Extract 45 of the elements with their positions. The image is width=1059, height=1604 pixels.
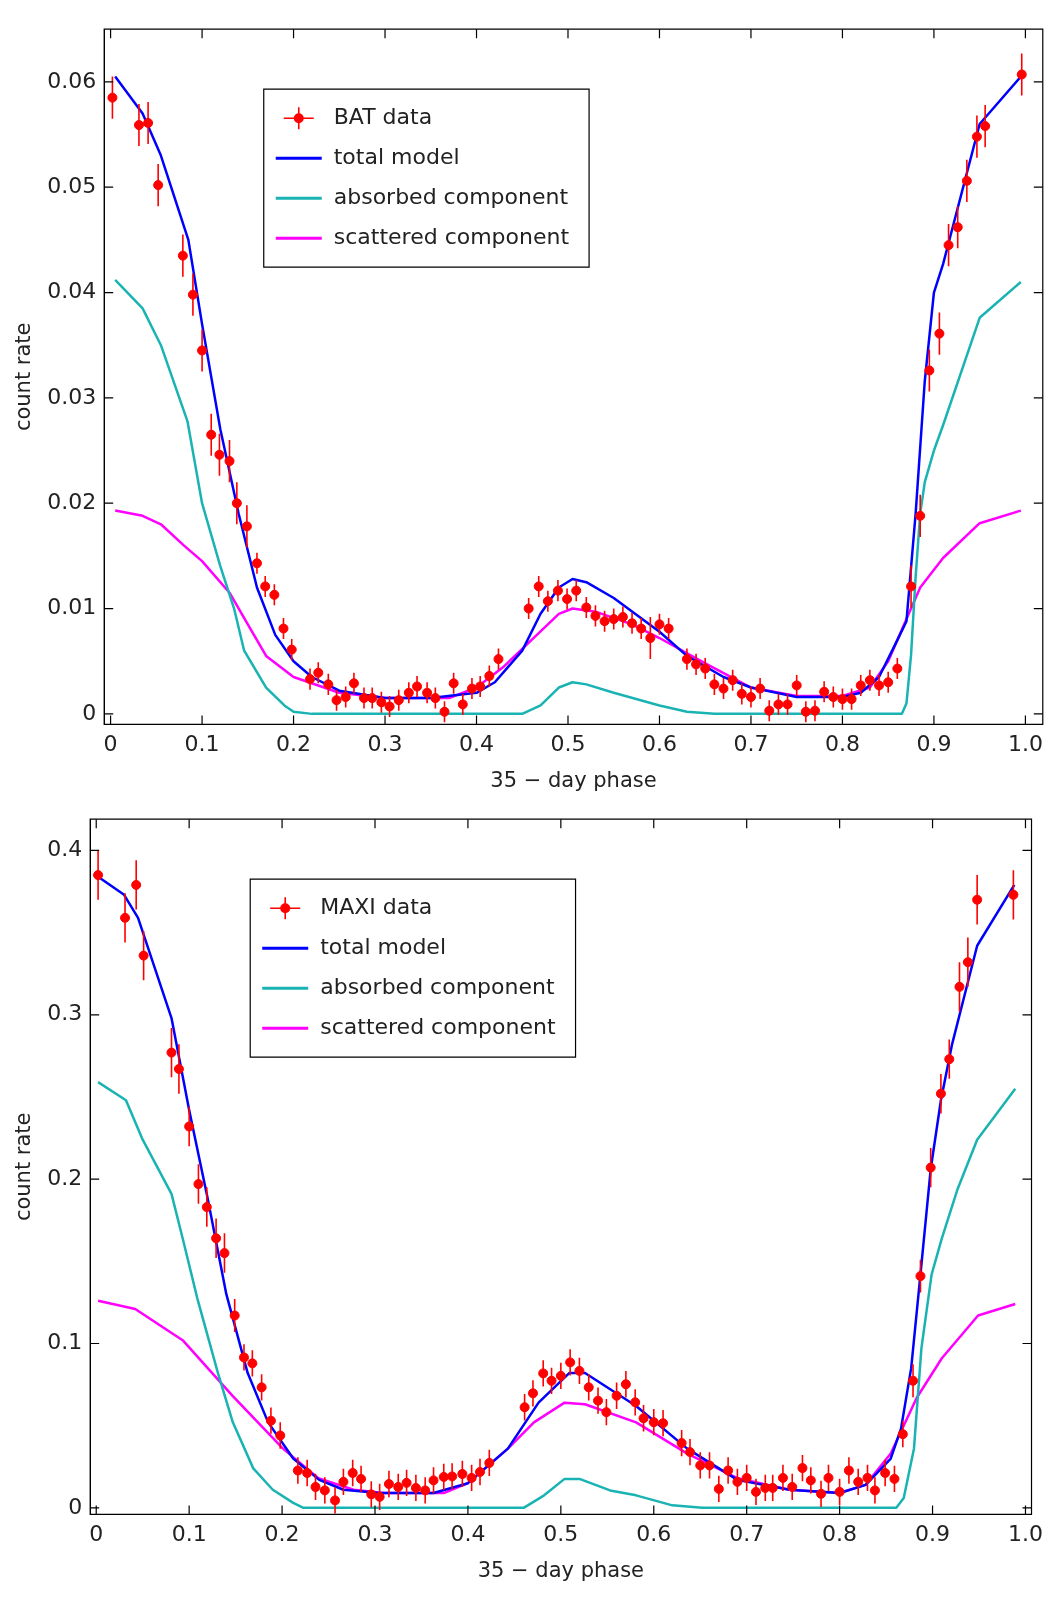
x-tick-label: 1.0 xyxy=(1007,731,1043,757)
x-tick-label: 0.5 xyxy=(550,731,586,757)
y-tick-label: 0.1 xyxy=(47,1329,83,1355)
legend-label: absorbed component xyxy=(320,973,555,999)
x-tick-label: 0.3 xyxy=(357,1521,393,1547)
legend-label: MAXI data xyxy=(320,893,433,919)
legend-label: absorbed component xyxy=(333,183,569,209)
x-axis-title: 35 − day phase xyxy=(490,767,657,792)
y-tick-label: 0.2 xyxy=(47,1164,83,1190)
x-tick-label: 0.9 xyxy=(916,731,952,757)
x-tick-label: 0.3 xyxy=(367,731,403,757)
y-tick-label: 0.4 xyxy=(47,836,83,862)
x-tick-label: 0.4 xyxy=(450,1521,486,1547)
x-tick-label: 0.8 xyxy=(822,1521,858,1547)
x-tick-label: 0.8 xyxy=(824,731,860,757)
x-tick-label: 0.2 xyxy=(276,731,312,757)
x-tick-label: 0.7 xyxy=(733,731,769,757)
x-tick-label: 0.5 xyxy=(543,1521,579,1547)
x-tick-label: 0.6 xyxy=(636,1521,672,1547)
x-tick-label: 0.4 xyxy=(459,731,495,757)
y-axis-title: count rate xyxy=(11,1112,36,1222)
y-tick-label: 0.01 xyxy=(47,594,97,620)
x-tick-label: 0.7 xyxy=(729,1521,765,1547)
y-tick-label: 0.05 xyxy=(47,172,97,198)
y-tick-label: 0.06 xyxy=(47,67,97,93)
y-tick-label: 0 xyxy=(82,699,97,725)
x-tick-label: 0.1 xyxy=(184,731,220,757)
legend-label: scattered component xyxy=(320,1013,556,1039)
y-tick-label: 0.03 xyxy=(47,383,97,409)
x-tick-label: 0 xyxy=(103,731,118,757)
y-axis-title: count rate xyxy=(11,322,36,432)
x-tick-label: 1.0 xyxy=(1007,1521,1043,1547)
x-tick-label: 0.2 xyxy=(264,1521,300,1547)
legend-label: total model xyxy=(320,933,447,959)
y-tick-label: 0.3 xyxy=(47,1000,83,1026)
x-axis-title: 35 − day phase xyxy=(477,1557,645,1582)
legend-label: total model xyxy=(333,143,460,169)
x-tick-label: 0.1 xyxy=(171,1521,207,1547)
x-tick-label: 0.6 xyxy=(641,731,677,757)
y-tick-label: 0.02 xyxy=(47,488,97,514)
y-tick-label: 0.04 xyxy=(47,278,97,304)
x-tick-label: 0.9 xyxy=(915,1521,951,1547)
legend-label: BAT data xyxy=(333,103,433,129)
y-tick-label: 0 xyxy=(68,1493,83,1519)
legend-label: scattered component xyxy=(333,223,570,249)
